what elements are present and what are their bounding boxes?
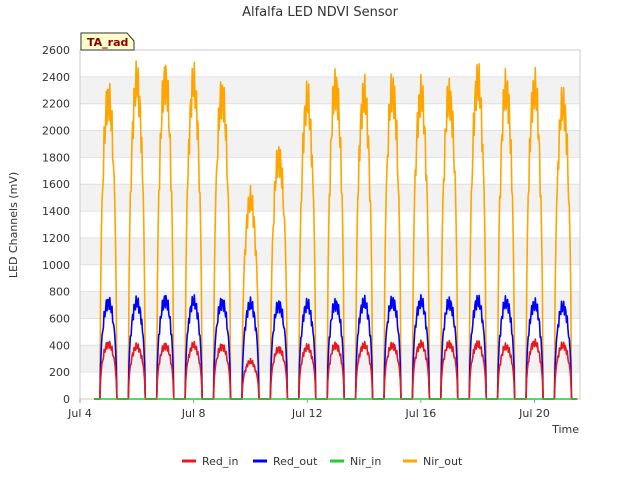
x-tick-label: Jul 16 xyxy=(405,407,437,420)
site-badge-box xyxy=(80,32,135,51)
series-line-nir-out xyxy=(94,60,578,400)
site-badge: TA_rad xyxy=(80,32,135,51)
legend-label: Nir_out xyxy=(423,455,463,468)
legend-label: Nir_in xyxy=(350,455,381,468)
y-tick-label: 2400 xyxy=(42,71,70,84)
x-tick-label: Jul 8 xyxy=(181,407,206,420)
x-axis-ticks: Jul 4 Jul 8 Jul 12 Jul 16 Jul 20 xyxy=(67,399,550,420)
x-tick-label: Jul 12 xyxy=(291,407,323,420)
y-tick-label: 800 xyxy=(49,286,70,299)
legend-item-red-in: Red_in xyxy=(182,455,238,468)
y-tick-label: 1800 xyxy=(42,151,70,164)
legend-item-red-out: Red_out xyxy=(253,455,318,468)
y-tick-label: 0 xyxy=(63,393,70,406)
background-band xyxy=(80,237,580,265)
series-line-red-out xyxy=(94,294,578,400)
legend-item-nir-in: Nir_in xyxy=(330,455,381,468)
y-tick-label: 600 xyxy=(49,312,70,325)
legend-label: Red_in xyxy=(202,455,238,468)
y-axis-label: LED Channels (mV) xyxy=(7,172,20,278)
y-tick-label: 2000 xyxy=(42,125,70,138)
x-tick-label: Jul 20 xyxy=(518,407,550,420)
site-badge-label: TA_rad xyxy=(87,36,128,49)
legend: Red_in Red_out Nir_in Nir_out xyxy=(182,455,463,468)
y-tick-label: 2200 xyxy=(42,98,70,111)
y-tick-label: 2600 xyxy=(42,44,70,57)
series-layer xyxy=(94,60,578,400)
x-tick-label: Jul 4 xyxy=(67,407,92,420)
y-tick-label: 200 xyxy=(49,366,70,379)
legend-item-nir-out: Nir_out xyxy=(403,455,463,468)
series-line-red-in xyxy=(94,338,578,400)
legend-label: Red_out xyxy=(273,455,318,468)
y-axis-ticks: 0 200 400 600 800 1000 1200 1400 1600 1800 2000 220… xyxy=(42,44,70,406)
y-tick-label: 1400 xyxy=(42,205,70,218)
y-tick-label: 1200 xyxy=(42,232,70,245)
y-tick-label: 1600 xyxy=(42,178,70,191)
x-axis-label: Time xyxy=(551,423,579,436)
chart-title: Alfalfa LED NDVI Sensor xyxy=(242,5,399,20)
y-tick-label: 400 xyxy=(49,339,70,352)
y-tick-label: 1000 xyxy=(42,259,70,272)
